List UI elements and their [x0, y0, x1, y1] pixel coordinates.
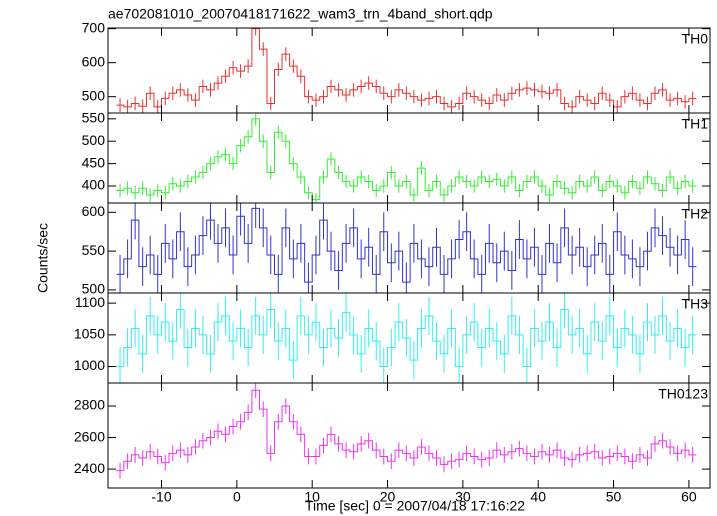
y-tick-label: 1050 — [74, 326, 105, 342]
panel — [116, 28, 697, 113]
y-tick-label: 600 — [82, 53, 106, 69]
y-tick-label: 2800 — [74, 397, 105, 413]
y-tick-label: 1100 — [75, 294, 105, 310]
panel-label: TH1 — [682, 116, 709, 132]
y-axis-label: Counts/sec — [35, 223, 51, 293]
panel-frame — [107, 382, 711, 489]
y-tick-label: 2600 — [74, 428, 105, 444]
y-tick-label: 600 — [82, 203, 106, 219]
step-line — [116, 118, 697, 200]
step-line — [116, 207, 697, 283]
x-tick-label: 40 — [530, 489, 546, 505]
y-tick-label: 1000 — [74, 357, 105, 373]
y-tick-label: 550 — [82, 242, 106, 258]
panel-label: TH2 — [682, 206, 709, 222]
x-tick-label: 50 — [606, 489, 622, 505]
panel-label: TH0123 — [658, 386, 708, 402]
x-tick-label: 0 — [233, 489, 241, 505]
x-tick-label: 20 — [380, 489, 396, 505]
panel-label: TH0 — [682, 31, 709, 47]
y-tick-label: 500 — [82, 132, 106, 148]
panel — [116, 293, 697, 383]
y-tick-label: 500 — [82, 87, 106, 103]
y-tick-label: 550 — [82, 110, 106, 126]
y-tick-label: 500 — [82, 281, 106, 297]
step-line — [116, 308, 697, 368]
panel-frame — [107, 112, 711, 204]
y-tick-label: 450 — [82, 154, 106, 170]
step-line — [116, 389, 697, 472]
panel — [116, 203, 697, 293]
x-tick-label: 10 — [304, 489, 320, 505]
y-tick-label: 2400 — [74, 460, 105, 476]
x-tick-label: 60 — [681, 489, 697, 505]
step-line — [116, 28, 697, 108]
panel-frame — [107, 202, 711, 294]
chart-title: ae702081010_20070418171622_wam3_trn_4ban… — [108, 6, 493, 22]
panel — [116, 113, 697, 203]
x-axis-label: Time [sec] 0 = 2007/04/18 17:16:22 — [305, 498, 525, 514]
y-tick-label: 700 — [82, 19, 106, 35]
y-tick-label: 400 — [82, 177, 106, 193]
x-tick-label: -10 — [151, 489, 171, 505]
panel — [116, 383, 697, 479]
x-tick-label: 30 — [455, 489, 471, 505]
panel-label: TH3 — [682, 296, 709, 312]
